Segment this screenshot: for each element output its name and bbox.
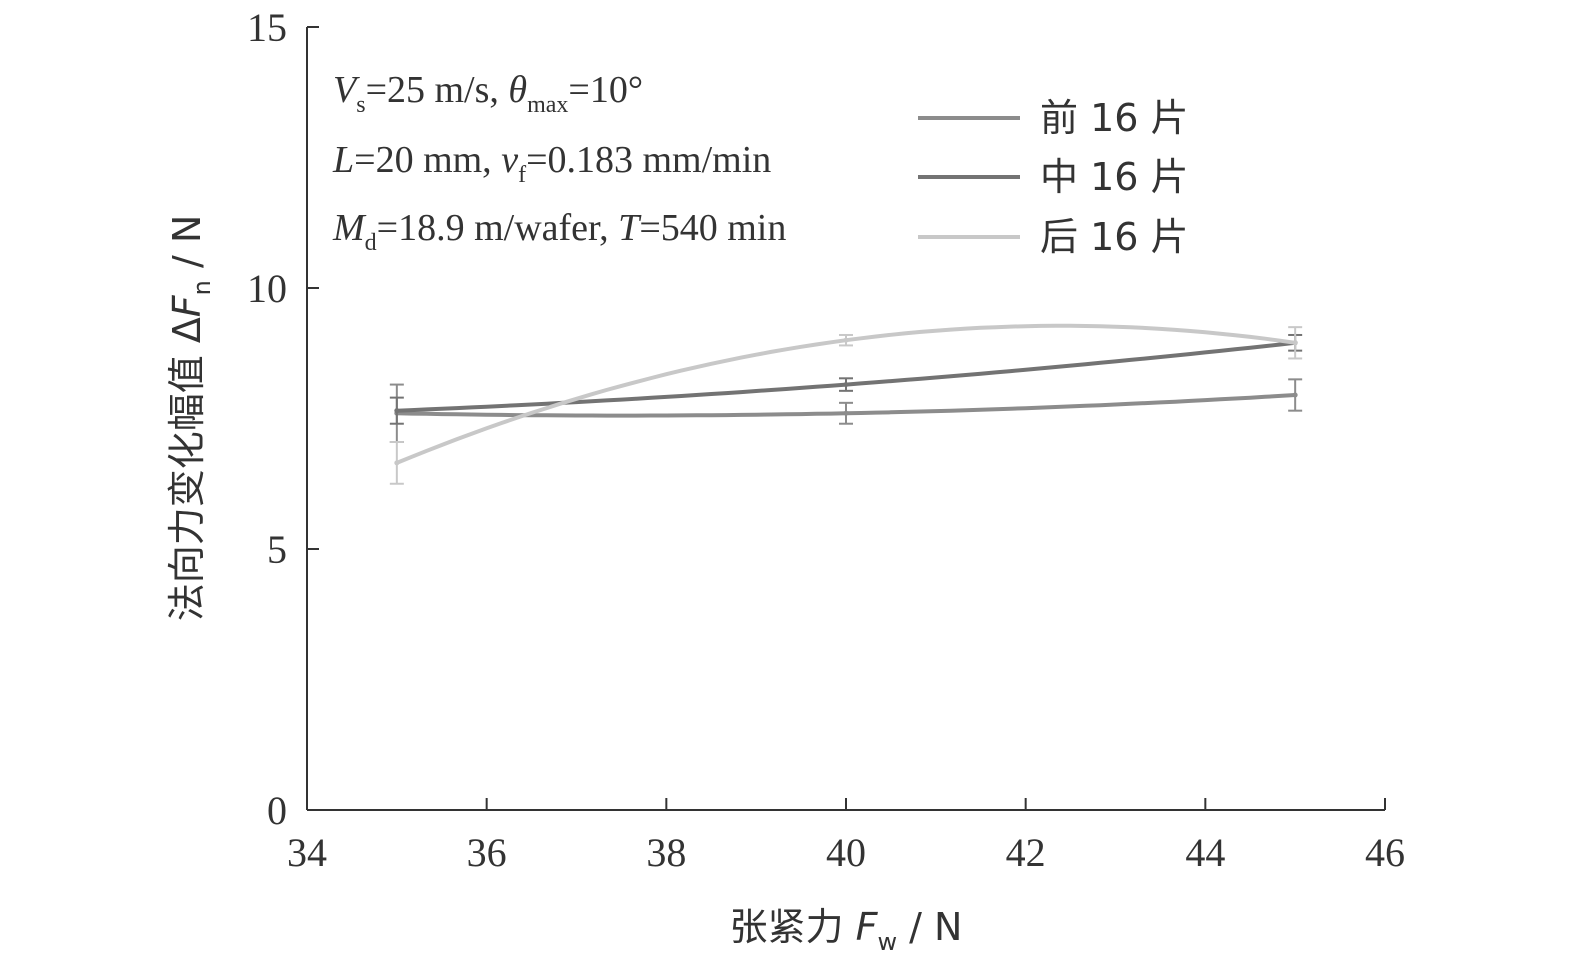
data-point bbox=[1292, 392, 1298, 398]
legend-label: 前 16 片 bbox=[1040, 96, 1189, 140]
legend-label: 中 16 片 bbox=[1040, 155, 1189, 199]
annotation-line-1: Vs=25 m/s, θmax=10° bbox=[333, 69, 643, 118]
annotation-segment: v bbox=[501, 139, 518, 181]
annotation-segment: =0.183 mm/min bbox=[526, 139, 771, 181]
annotation-segment: L bbox=[332, 139, 354, 181]
axis-title-prefix: 张紧力 bbox=[730, 905, 856, 949]
error-bar bbox=[389, 440, 404, 485]
annotation-segment: V bbox=[333, 69, 360, 111]
data-point bbox=[394, 408, 400, 414]
data-point bbox=[843, 410, 849, 416]
annotation-segment: =25 m/s, bbox=[366, 69, 509, 111]
annotation-segment: T bbox=[618, 207, 642, 249]
x-tick-label: 36 bbox=[467, 830, 507, 875]
error-bar bbox=[839, 401, 853, 425]
x-tick-label: 44 bbox=[1185, 830, 1225, 875]
annotation-segment: f bbox=[518, 162, 526, 188]
annotation-line-3: Md=18.9 m/wafer, T=540 min bbox=[332, 207, 786, 256]
legend: 前 16 片中 16 片后 16 片 bbox=[918, 96, 1189, 259]
annotation-line-2: L=20 mm, vf=0.183 mm/min bbox=[332, 139, 771, 188]
axis-title-unit: / N bbox=[897, 905, 962, 949]
x-tick-label: 38 bbox=[646, 830, 686, 875]
error-bar bbox=[1288, 326, 1303, 360]
error-bar bbox=[839, 333, 853, 347]
data-point bbox=[843, 382, 849, 388]
error-bar bbox=[389, 396, 404, 425]
data-point bbox=[1292, 340, 1298, 346]
axis-title-unit: / N bbox=[165, 215, 209, 280]
annotation-segment: =20 mm, bbox=[354, 139, 501, 181]
legend-item-1: 前 16 片 bbox=[918, 96, 1189, 140]
axis-title-var: F bbox=[165, 294, 209, 317]
series-3 bbox=[389, 323, 1303, 485]
y-tick-label: 10 bbox=[247, 266, 287, 311]
series-layer bbox=[389, 323, 1303, 485]
axes: 34 36 38 40 42 44 46 0 5 10 15 bbox=[247, 5, 1405, 875]
annotation-segment: s bbox=[356, 92, 365, 118]
error-bar bbox=[1288, 378, 1303, 412]
annotation-segment: θ bbox=[508, 69, 527, 111]
axis-title-sub: n bbox=[188, 280, 216, 295]
annotation-segment: =18.9 m/wafer, bbox=[377, 207, 619, 249]
x-tick-label: 46 bbox=[1365, 830, 1405, 875]
annotation-segment: d bbox=[365, 230, 377, 256]
annotation-segment: =540 min bbox=[639, 207, 786, 249]
error-bar bbox=[839, 377, 853, 392]
legend-label: 后 16 片 bbox=[1040, 215, 1189, 259]
x-tick-label: 40 bbox=[826, 830, 866, 875]
axis-title-prefix: 法向力变化幅值 Δ bbox=[165, 317, 209, 621]
annotation-segment: M bbox=[332, 207, 367, 249]
y-axis-title: 法向力变化幅值 ΔFn / N bbox=[165, 215, 216, 622]
x-tick-label: 34 bbox=[287, 830, 327, 875]
x-axis-title: 张紧力 Fw / N bbox=[730, 905, 963, 956]
y-tick-label: 0 bbox=[267, 788, 287, 833]
y-tick-label: 5 bbox=[267, 527, 287, 572]
data-point bbox=[394, 460, 400, 466]
legend-item-3: 后 16 片 bbox=[918, 215, 1189, 259]
legend-item-2: 中 16 片 bbox=[918, 155, 1189, 199]
axis-title-sub: w bbox=[877, 928, 897, 956]
x-tick-label: 42 bbox=[1006, 830, 1046, 875]
y-tick-label: 15 bbox=[247, 5, 287, 50]
annotation-segment: max bbox=[527, 92, 568, 118]
annotation-segment: =10° bbox=[568, 69, 643, 111]
annotation-block: Vs=25 m/s, θmax=10° L=20 mm, vf=0.183 mm/… bbox=[332, 69, 786, 256]
axis-title-var: F bbox=[856, 905, 879, 949]
data-point bbox=[843, 337, 849, 343]
